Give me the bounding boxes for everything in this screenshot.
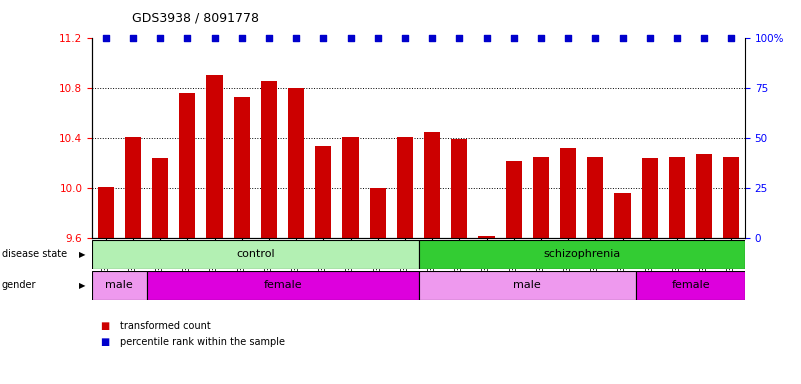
Point — [562, 35, 574, 41]
Bar — [152, 158, 168, 238]
Bar — [98, 187, 114, 238]
Point — [154, 35, 167, 41]
Point — [181, 35, 194, 41]
Point — [425, 35, 438, 41]
Bar — [614, 193, 630, 238]
Point — [507, 35, 520, 41]
Bar — [396, 137, 413, 238]
Point — [372, 35, 384, 41]
Bar — [451, 139, 468, 238]
Text: GDS3938 / 8091778: GDS3938 / 8091778 — [132, 12, 260, 25]
Point — [534, 35, 547, 41]
Point — [208, 35, 221, 41]
Text: ▶: ▶ — [79, 250, 86, 259]
Bar — [478, 235, 495, 238]
Text: ▶: ▶ — [79, 281, 86, 290]
Bar — [288, 88, 304, 238]
Point — [453, 35, 465, 41]
Bar — [424, 132, 441, 238]
Point — [99, 35, 112, 41]
Bar — [147, 271, 418, 300]
Bar — [342, 137, 359, 238]
Point — [725, 35, 738, 41]
Bar — [723, 157, 739, 238]
Bar — [636, 271, 745, 300]
Text: ■: ■ — [100, 337, 110, 347]
Bar — [505, 161, 522, 238]
Bar — [642, 158, 658, 238]
Bar — [533, 157, 549, 238]
Text: gender: gender — [2, 280, 36, 290]
Point — [480, 35, 493, 41]
Bar — [92, 271, 147, 300]
Text: disease state: disease state — [2, 249, 66, 260]
Bar — [261, 81, 277, 238]
Point — [670, 35, 683, 41]
Bar — [418, 271, 636, 300]
Text: male: male — [106, 280, 133, 290]
Bar — [560, 148, 576, 238]
Point — [643, 35, 656, 41]
Text: ■: ■ — [100, 321, 110, 331]
Bar — [669, 157, 685, 238]
Bar — [179, 93, 195, 238]
Point — [263, 35, 276, 41]
Text: percentile rank within the sample: percentile rank within the sample — [120, 337, 285, 347]
Point — [235, 35, 248, 41]
Point — [399, 35, 412, 41]
Bar — [315, 146, 332, 238]
Bar — [696, 154, 712, 238]
Bar — [92, 240, 418, 269]
Text: female: female — [264, 280, 302, 290]
Bar — [587, 157, 603, 238]
Point — [317, 35, 330, 41]
Text: transformed count: transformed count — [120, 321, 211, 331]
Text: female: female — [671, 280, 710, 290]
Point — [290, 35, 303, 41]
Point — [616, 35, 629, 41]
Text: control: control — [236, 249, 275, 260]
Bar — [369, 188, 386, 238]
Bar — [234, 97, 250, 238]
Point — [127, 35, 139, 41]
Bar — [207, 74, 223, 238]
Text: male: male — [513, 280, 541, 290]
Text: schizophrenia: schizophrenia — [543, 249, 620, 260]
Point — [589, 35, 602, 41]
Point — [344, 35, 357, 41]
Bar — [418, 240, 745, 269]
Bar — [125, 137, 141, 238]
Point — [698, 35, 710, 41]
